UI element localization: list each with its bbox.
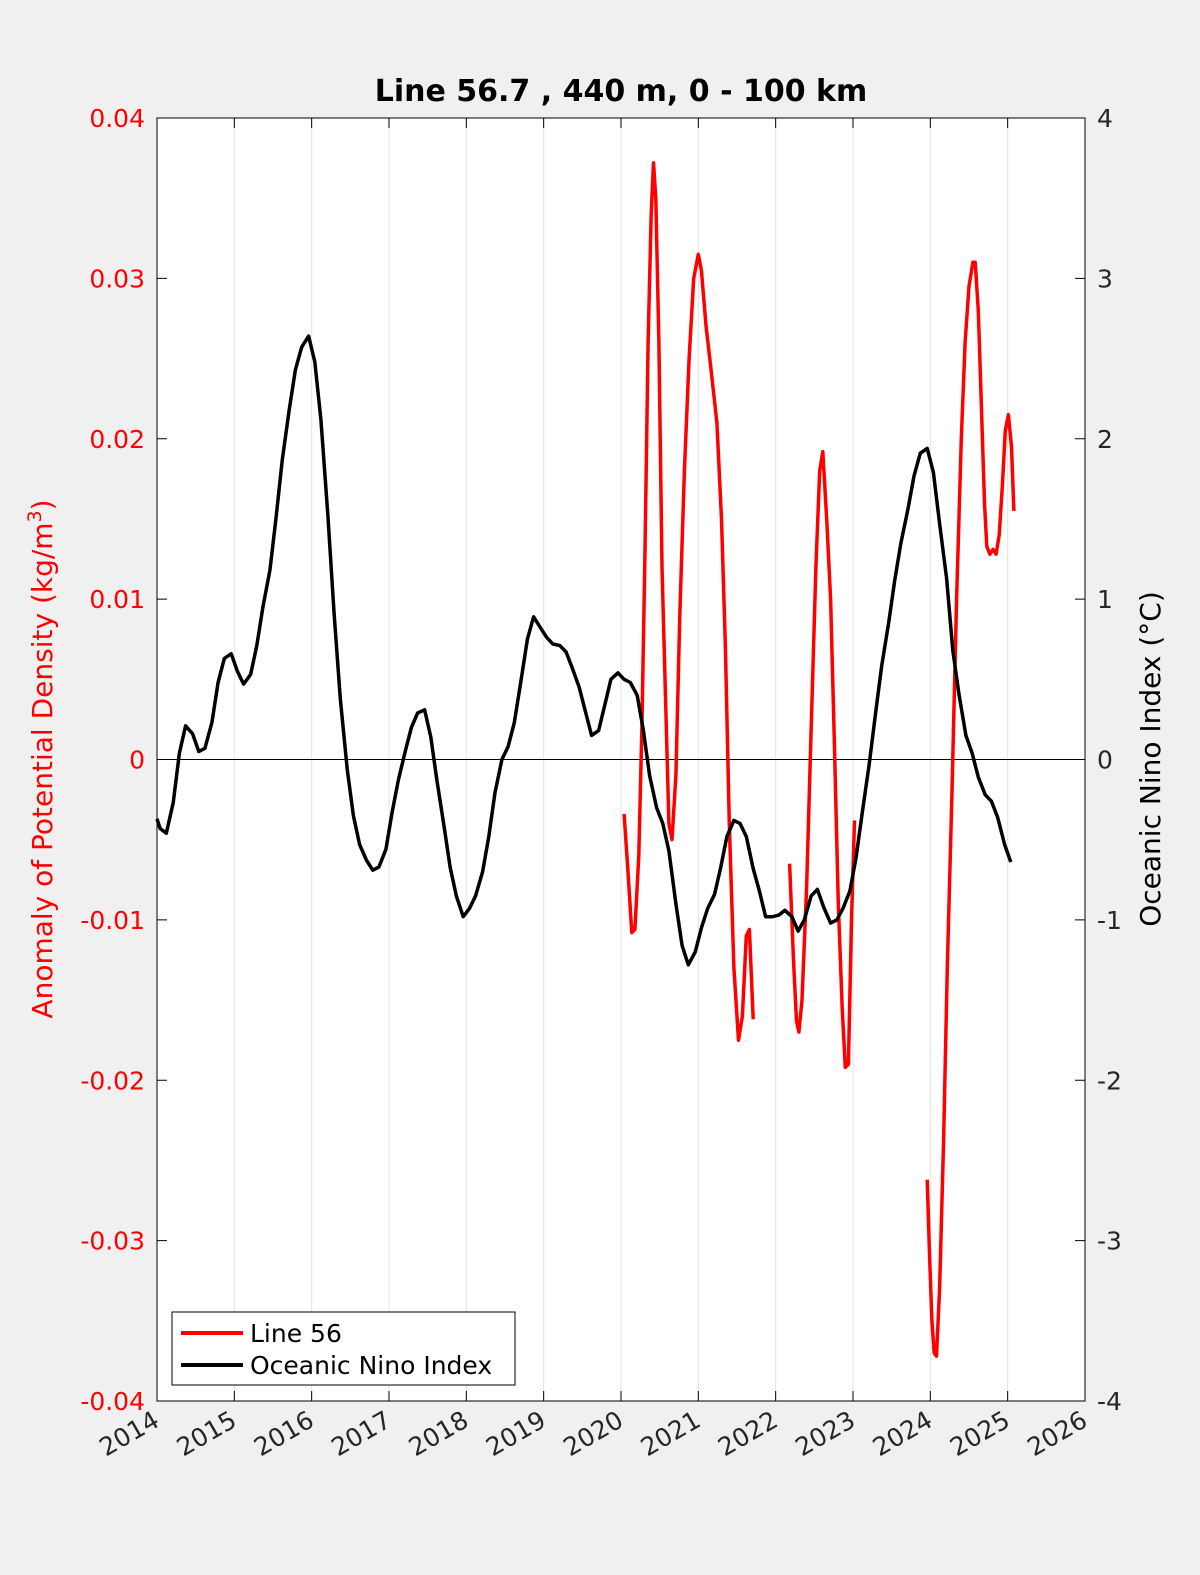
series-layer [155,161,1016,1358]
chart-title: Line 56.7 , 440 m, 0 - 100 km [375,74,868,109]
series-line-56-segment-3 [925,260,1016,1358]
y-left-tick-label: -0.03 [80,1227,145,1256]
y-right-tick-label: 0 [1097,746,1113,775]
y-left-tick-label: 0.02 [89,425,145,454]
left-axis-label: Anomaly of Potential Density (kg/m3) [24,499,59,1018]
y-right-tick-label: -1 [1097,906,1122,935]
legend-label-line-56: Line 56 [250,1319,342,1348]
series-line-56-segment-1 [622,161,755,1042]
y-left-tick-label: 0.03 [89,264,145,293]
y-right-tick-label: -3 [1097,1227,1122,1256]
legend-label-oni: Oceanic Nino Index [250,1351,492,1380]
y-left-tick-label: 0.04 [89,104,145,133]
y-left-tick-label: -0.01 [80,906,145,935]
y-right-tick-label: -2 [1097,1066,1122,1095]
series-line-56-segment-2 [787,449,857,1070]
right-axis-label: Oceanic Nino Index (°C) [1134,591,1167,927]
y-left-tick-label: 0.01 [89,585,145,614]
y-left-tick-label: 0 [129,746,145,775]
y-right-tick-label: 3 [1097,264,1113,293]
y-right-tick-label: 4 [1097,104,1113,133]
y-left-tick-label: -0.02 [80,1066,145,1095]
legend-box [171,1311,516,1386]
y-right-tick-label: 1 [1097,585,1113,614]
y-right-tick-label: -4 [1097,1387,1122,1416]
y-right-tick-label: 2 [1097,425,1113,454]
legend: Line 56 Oceanic Nino Index [171,1311,516,1386]
series-oceanic-nino-index [155,334,1013,967]
y-left-tick-label: -0.04 [80,1387,145,1416]
